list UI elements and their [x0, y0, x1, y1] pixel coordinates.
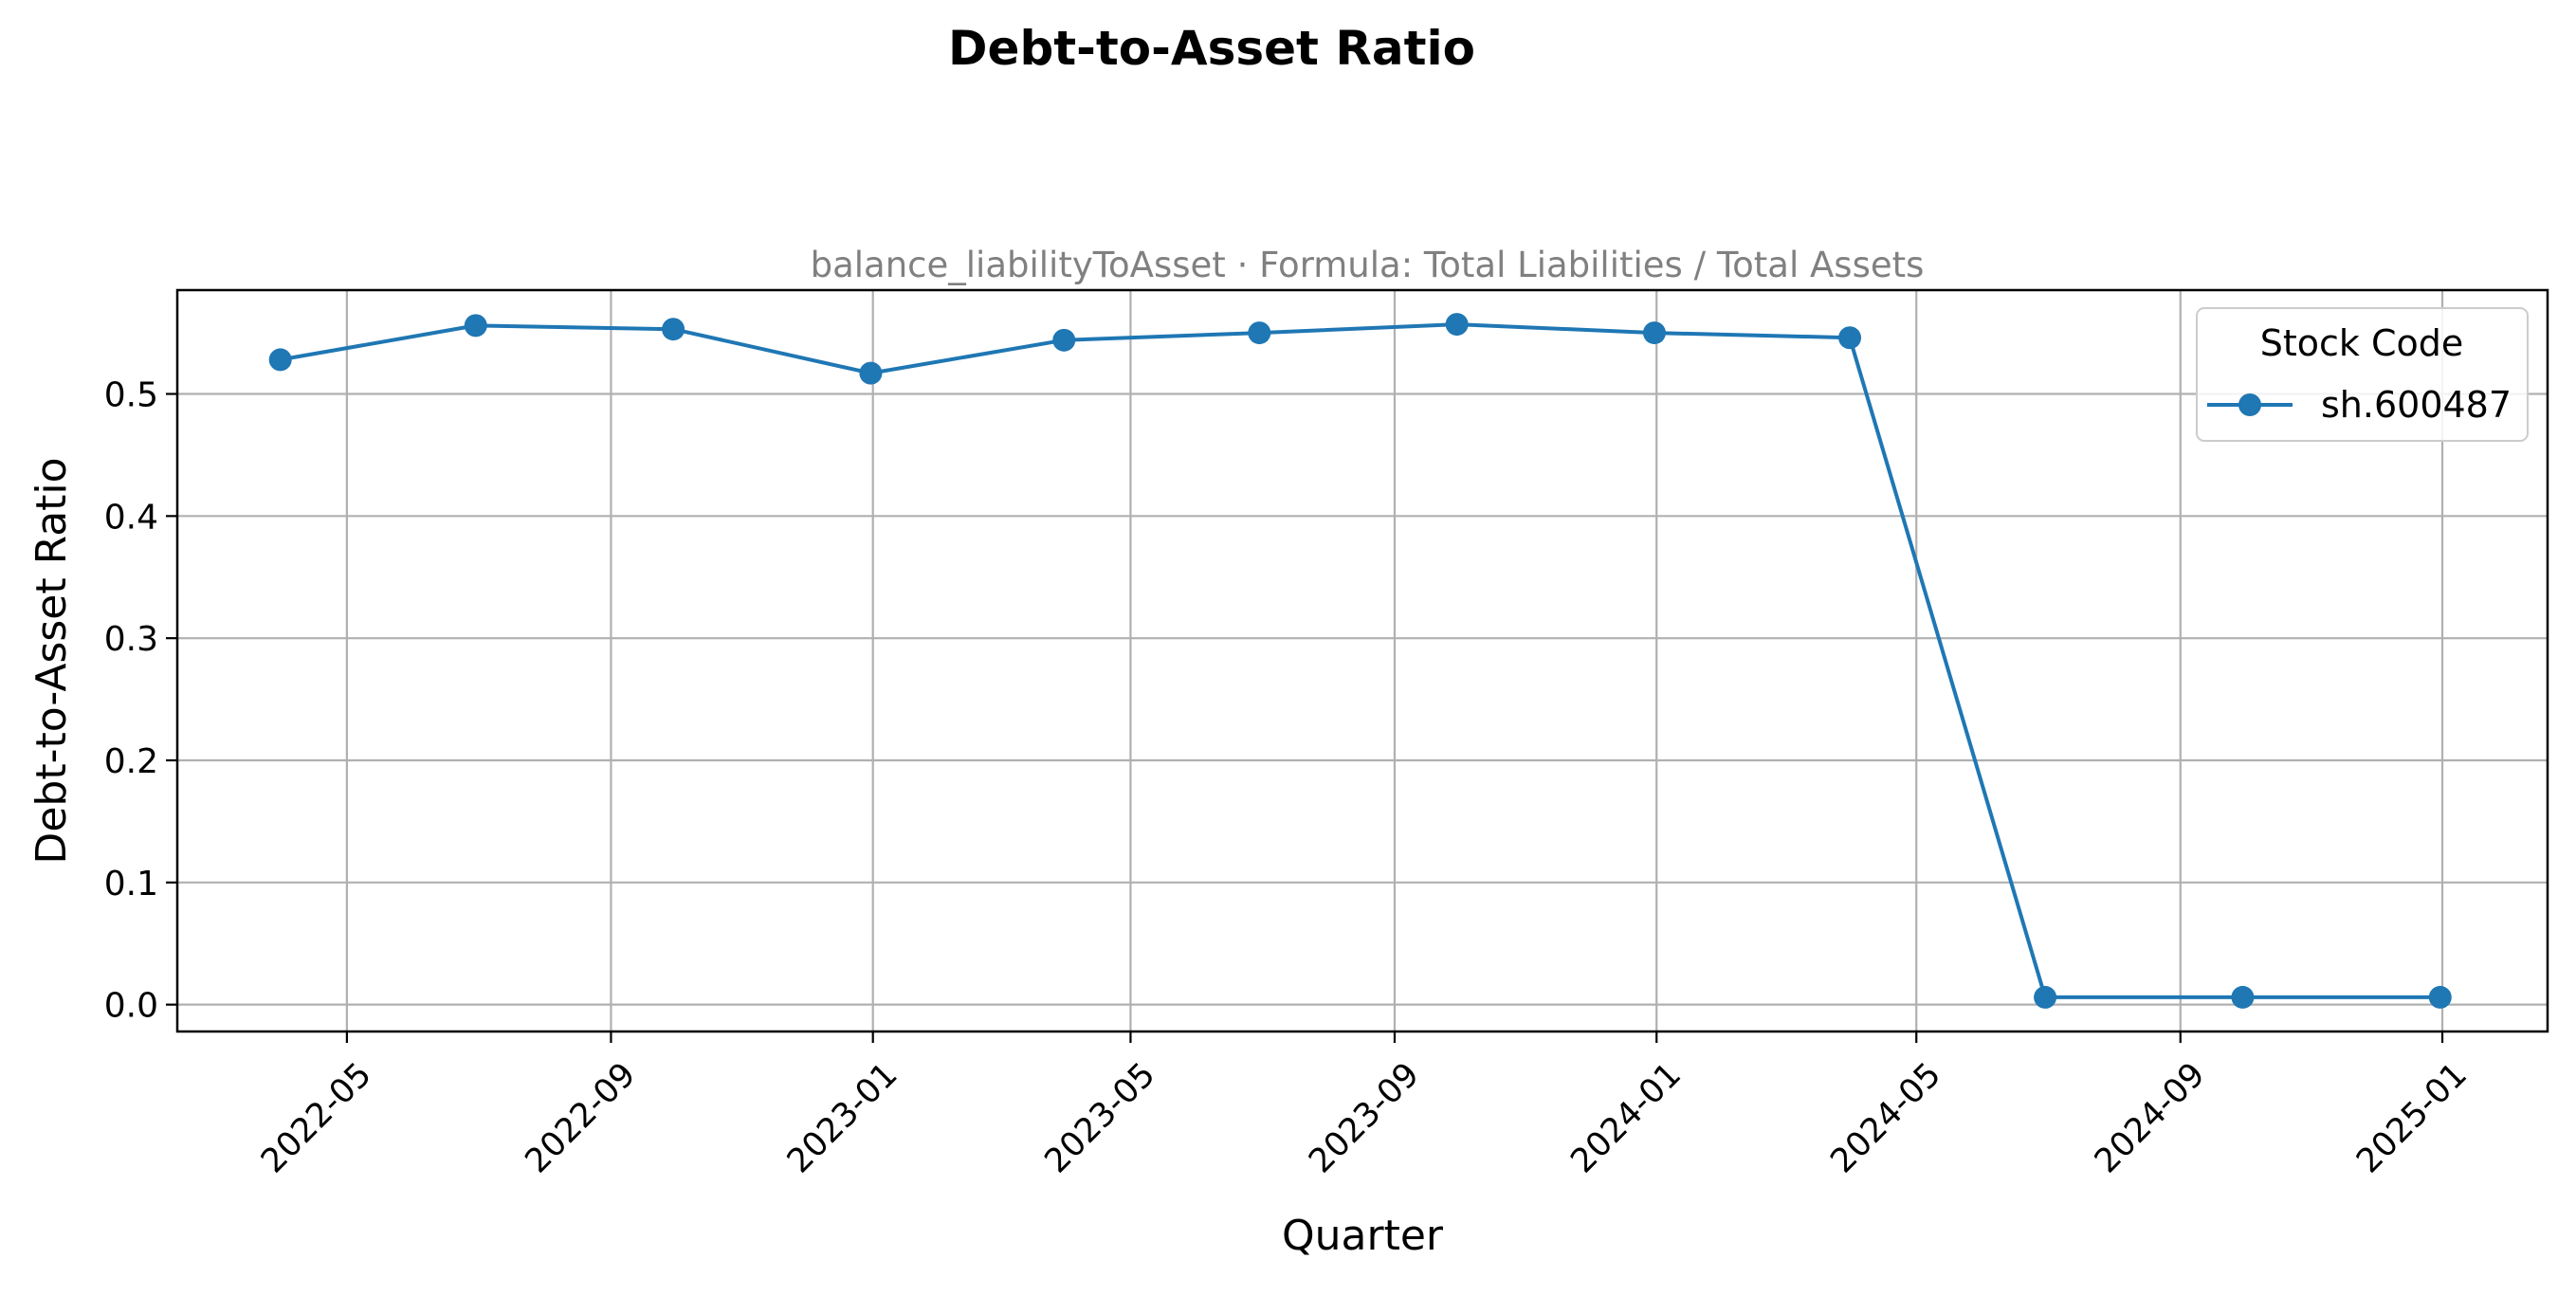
x-tick-label: 2023-09: [1302, 1056, 1427, 1181]
x-tick-label: 2023-05: [1038, 1056, 1163, 1181]
legend-marker: [2238, 393, 2261, 416]
x-axis-label: Quarter: [1282, 1212, 1444, 1260]
x-tick-label: 2025-01: [2349, 1056, 2475, 1181]
grid: [177, 290, 2548, 1031]
data-point: [2231, 985, 2255, 1009]
y-tick-label: 0.1: [104, 865, 158, 904]
y-tick-label: 0.2: [104, 742, 158, 781]
data-point: [2428, 985, 2452, 1009]
data-point: [1642, 321, 1666, 345]
legend: Stock Code sh.600487: [2196, 307, 2529, 442]
data-point: [268, 348, 292, 372]
data-point: [1445, 313, 1469, 337]
legend-title: Stock Code: [2260, 322, 2464, 364]
x-tick-label: 2022-05: [254, 1056, 379, 1181]
y-tick-label: 0.4: [104, 498, 158, 537]
data-point: [859, 361, 883, 385]
x-tick-label: 2024-01: [1563, 1056, 1689, 1181]
x-tick-label: 2024-09: [2088, 1056, 2213, 1181]
data-point: [1052, 328, 1076, 352]
plot-frame: [175, 288, 2549, 1033]
data-point: [1838, 326, 1862, 350]
y-axis-label: Debt-to-Asset Ratio: [27, 457, 76, 864]
x-tick-label: 2024-05: [1823, 1056, 1948, 1181]
data-point: [1248, 321, 1271, 345]
legend-series-label: sh.600487: [2321, 384, 2512, 426]
series-layer: [268, 313, 2452, 1009]
axis-ticks: 2022-05 2022-09 2023-01 2023-05 2023-09 2024-…: [104, 376, 2475, 1181]
data-point: [2034, 985, 2057, 1009]
chart-title: Debt-to-Asset Ratio: [948, 21, 1475, 76]
y-tick-label: 0.5: [104, 376, 158, 415]
legend-box: [2196, 307, 2529, 442]
data-point: [662, 318, 685, 341]
y-tick-label: 0.0: [104, 987, 158, 1026]
series-line: [280, 322, 2440, 999]
x-tick-label: 2023-01: [780, 1056, 905, 1181]
x-tick-label: 2022-09: [519, 1056, 644, 1181]
y-tick-label: 0.3: [104, 620, 158, 659]
chart-subtitle: balance_liabilityToAsset · Formula: Tota…: [811, 245, 1925, 285]
data-point: [464, 314, 487, 338]
